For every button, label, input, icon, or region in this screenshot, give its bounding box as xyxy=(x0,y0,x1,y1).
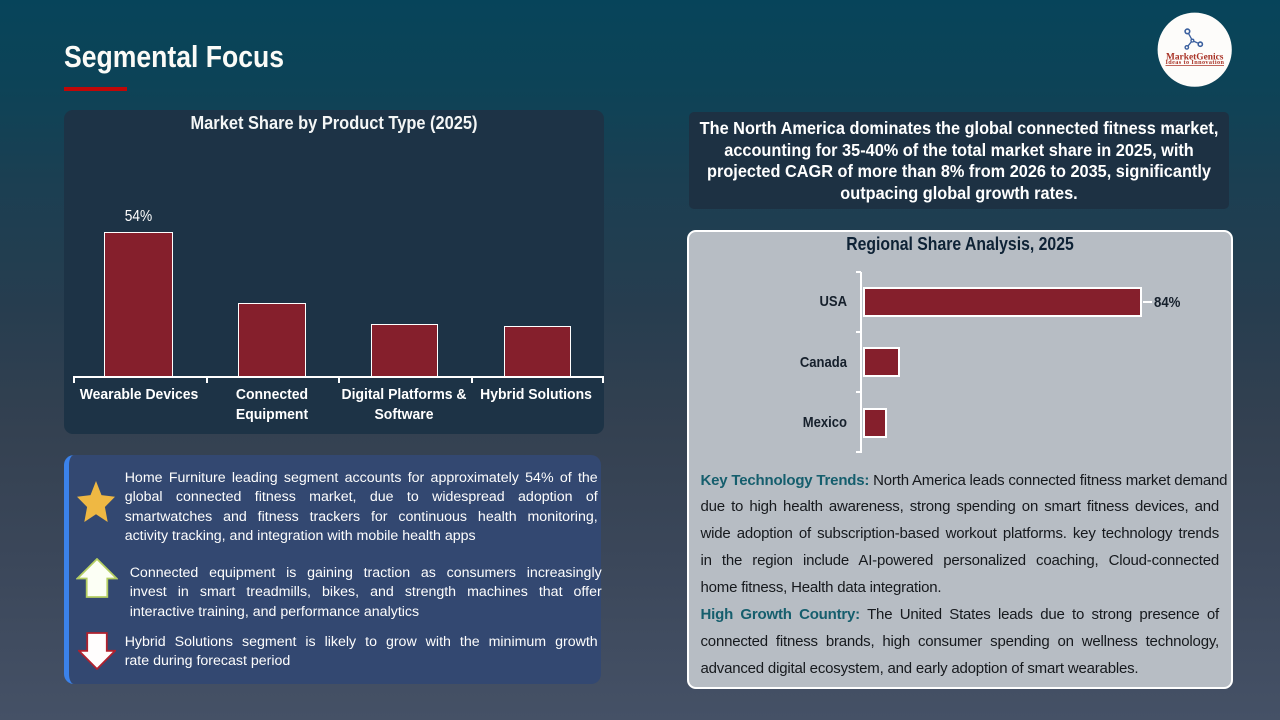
svg-text:Ideas to Innovation: Ideas to Innovation xyxy=(1165,59,1224,66)
svg-text:MarketGenics: MarketGenics xyxy=(1166,52,1224,62)
